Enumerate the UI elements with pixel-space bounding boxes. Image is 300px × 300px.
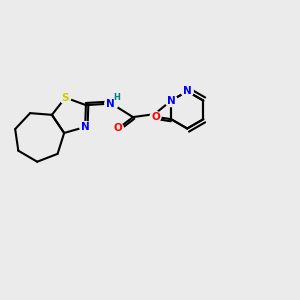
Text: N: N <box>81 122 89 132</box>
Text: N: N <box>167 96 176 106</box>
Circle shape <box>60 92 71 103</box>
Circle shape <box>105 97 118 110</box>
Circle shape <box>165 94 177 106</box>
Text: N: N <box>183 86 192 96</box>
Text: S: S <box>61 93 69 103</box>
Text: N: N <box>106 99 114 109</box>
Text: H: H <box>113 93 120 102</box>
Circle shape <box>181 85 193 97</box>
Text: O: O <box>151 112 160 122</box>
Circle shape <box>80 122 91 132</box>
Circle shape <box>150 111 161 122</box>
Circle shape <box>112 123 123 134</box>
Text: O: O <box>114 124 122 134</box>
